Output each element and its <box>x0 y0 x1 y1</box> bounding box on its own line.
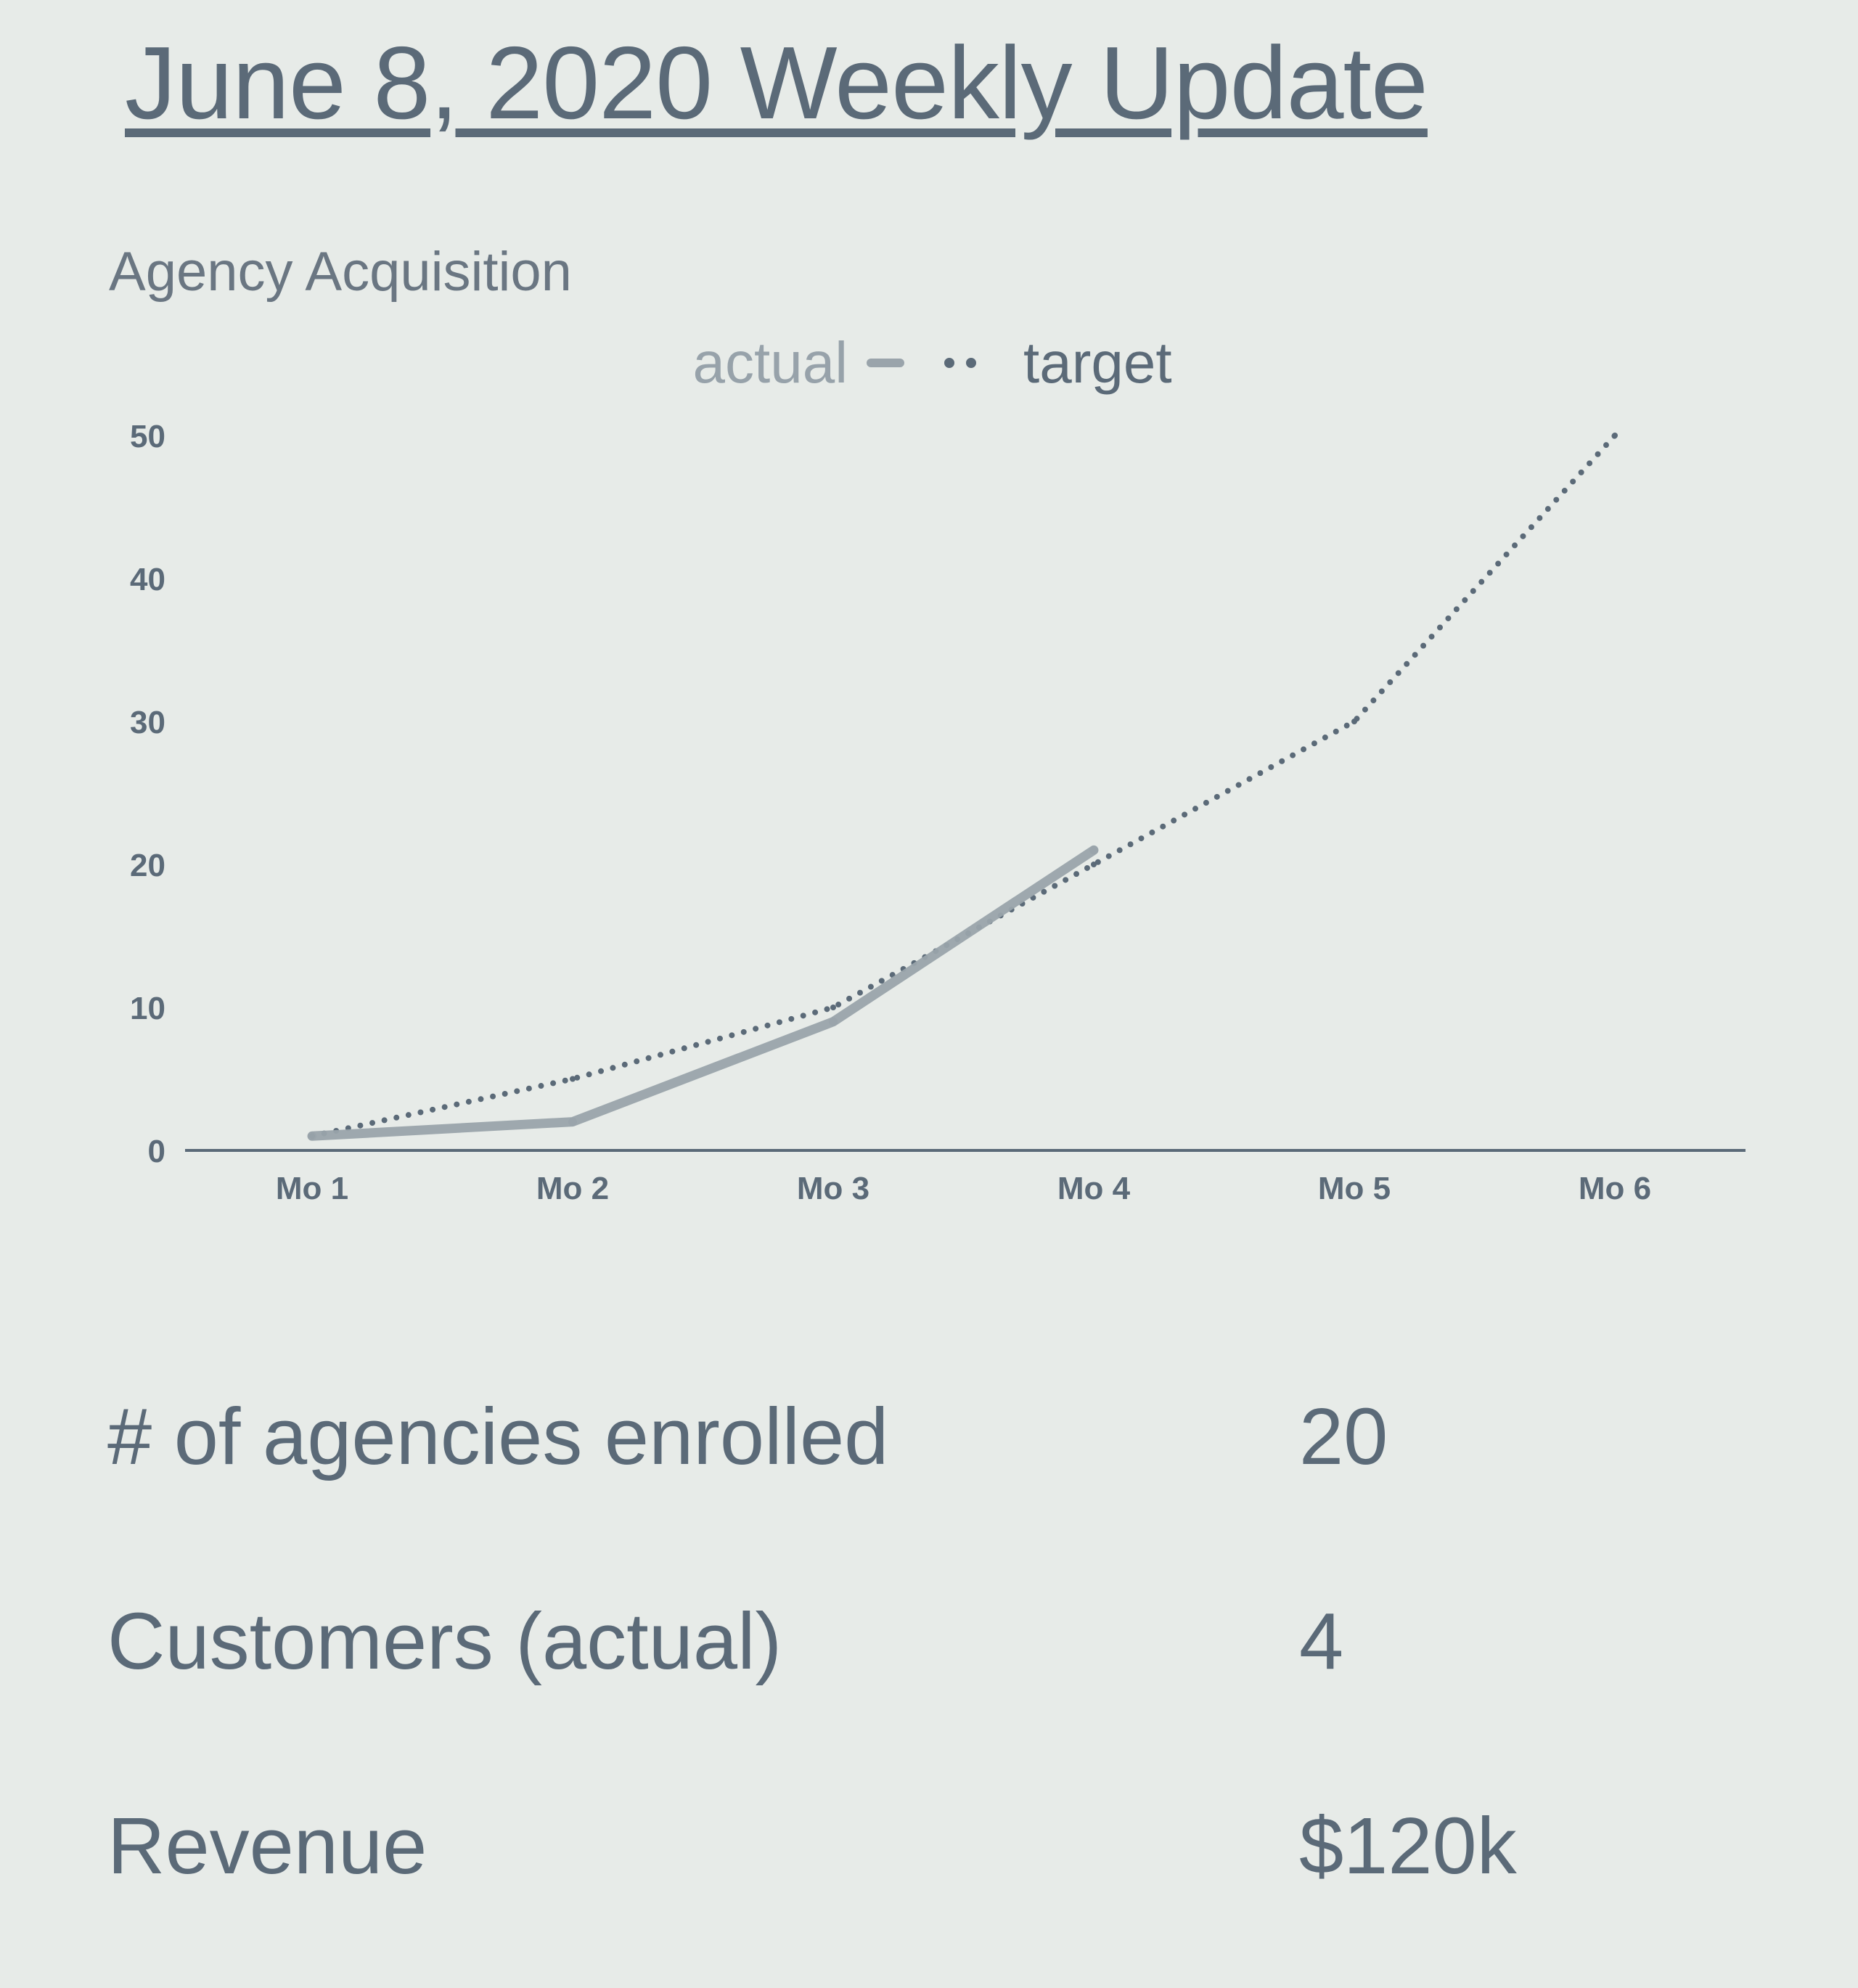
series-layer <box>307 433 1618 1141</box>
metric-row-customers: Customers (actual) 4 <box>107 1569 1777 1774</box>
series-line-target <box>309 433 1618 1140</box>
y-tick-label: 40 <box>130 562 165 597</box>
y-tick-label: 20 <box>130 848 165 883</box>
data-point-target <box>1612 433 1618 438</box>
x-tick-label: Mo 1 <box>276 1171 348 1206</box>
y-tick-label: 0 <box>148 1134 165 1169</box>
x-tick-label: Mo 5 <box>1318 1171 1391 1206</box>
agency-acquisition-chart: Agency Acquisition actual target 0 10 20 30… <box>109 241 1746 1206</box>
x-tick-label: Mo 6 <box>1579 1171 1651 1206</box>
data-point-target <box>1351 719 1357 724</box>
y-tick-label: 10 <box>130 991 165 1026</box>
legend-label-target: target <box>1023 330 1172 395</box>
metric-row-revenue: Revenue $120k <box>107 1774 1777 1979</box>
y-tick-label: 30 <box>130 705 165 740</box>
metric-label: Revenue <box>107 1801 427 1891</box>
x-axis: Mo 1 Mo 2 Mo 3 Mo 4 Mo 5 Mo 6 <box>276 1171 1651 1206</box>
y-tick-label: 50 <box>130 419 165 454</box>
metric-label: Customers (actual) <box>107 1597 782 1686</box>
metric-value: 20 <box>1299 1392 1388 1481</box>
metric-value: 4 <box>1299 1597 1344 1686</box>
metric-row-agencies: # of agencies enrolled 20 <box>107 1365 1777 1569</box>
y-axis: 0 10 20 30 40 50 <box>130 419 165 1169</box>
x-tick-label: Mo 4 <box>1057 1171 1131 1206</box>
chart-title: Agency Acquisition <box>109 241 572 303</box>
page-title: June 8, 2020 Weekly Update <box>125 25 1428 141</box>
metric-value: $120k <box>1299 1801 1517 1891</box>
legend-label-actual: actual <box>693 330 848 395</box>
metric-label: # of agencies enrolled <box>107 1392 889 1481</box>
x-tick-label: Mo 2 <box>536 1171 609 1206</box>
metrics-table: # of agencies enrolled 20 Customers (act… <box>107 1365 1777 1979</box>
data-point-target <box>830 1005 836 1010</box>
series-line-actual <box>307 845 1099 1141</box>
x-tick-label: Mo 3 <box>797 1171 869 1206</box>
chart-legend: actual target <box>693 330 1172 395</box>
data-point-target <box>570 1076 576 1082</box>
data-point-target <box>1091 862 1097 867</box>
